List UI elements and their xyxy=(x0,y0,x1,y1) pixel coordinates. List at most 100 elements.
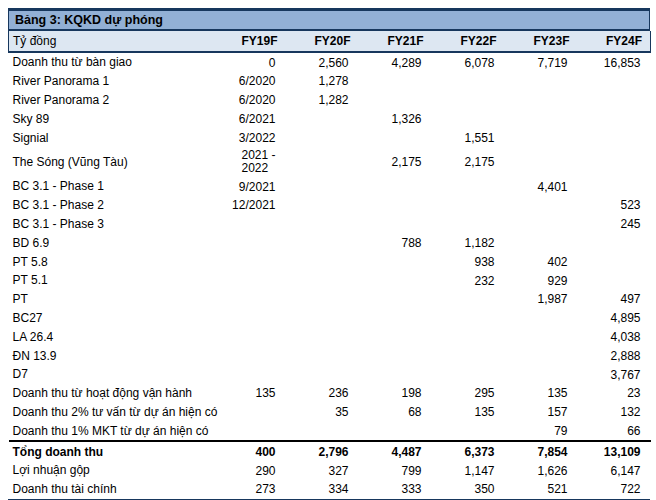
cell-value xyxy=(359,346,432,365)
cell-value xyxy=(213,252,286,271)
cell-value xyxy=(578,271,651,290)
row-label: Doanh thu từ bàn giao xyxy=(9,52,213,72)
table-title-bar: Bảng 3: KQKD dự phóng xyxy=(8,8,650,31)
cell-value xyxy=(432,365,505,384)
column-header: FY19F xyxy=(213,31,286,52)
cell-value xyxy=(359,365,432,384)
cell-value: 3,767 xyxy=(578,365,651,384)
row-label: Doanh thu tài chính xyxy=(9,480,213,499)
cell-value xyxy=(359,215,432,234)
cell-value: 135 xyxy=(505,384,578,403)
row-label: River Panorama 1 xyxy=(9,72,213,91)
cell-value xyxy=(359,252,432,271)
cell-value: 68 xyxy=(359,403,432,422)
cell-value xyxy=(359,290,432,309)
cell-value xyxy=(286,290,359,309)
cell-value: 4,038 xyxy=(578,327,651,346)
cell-value: 4,289 xyxy=(359,52,432,72)
cell-value-text: 4,038 xyxy=(610,331,640,344)
cell-value-text: 350 xyxy=(474,483,494,496)
cell-value xyxy=(359,72,432,91)
cell-value: 1,182 xyxy=(432,233,505,252)
cell-value-text: 135 xyxy=(474,406,494,419)
cell-value xyxy=(505,215,578,234)
cell-value: 400 xyxy=(213,441,286,461)
table-row: LA 26.44,038 xyxy=(9,327,651,346)
cell-value-text: 400 xyxy=(255,446,275,459)
cell-value-text: 132 xyxy=(620,406,640,419)
cell-value-text: 1,551 xyxy=(464,132,494,145)
table-row: Lợi nhuận gộp2903277991,1471,6266,147 xyxy=(9,461,651,480)
cell-value: 1,278 xyxy=(286,72,359,91)
cell-value xyxy=(359,327,432,346)
column-header: FY23F xyxy=(505,31,578,52)
cell-value: 6/2021 xyxy=(213,109,286,128)
cell-value-text: 2,796 xyxy=(318,446,348,459)
cell-value-text: 290 xyxy=(255,465,275,478)
table-row: Doanh thu từ hoạt động vận hành135236198… xyxy=(9,384,651,403)
cell-value xyxy=(286,327,359,346)
cell-value: 7,854 xyxy=(505,441,578,461)
row-label: BC 3.1 - Phase 2 xyxy=(9,196,213,215)
cell-value: 0 xyxy=(213,52,286,72)
cell-value: 2,560 xyxy=(286,52,359,72)
cell-value xyxy=(578,233,651,252)
cell-value-text: 157 xyxy=(547,406,567,419)
cell-value: 23 xyxy=(578,384,651,403)
cell-value-text: 68 xyxy=(408,406,421,419)
cell-value: 295 xyxy=(432,384,505,403)
cell-value-text: 9/2021 xyxy=(239,181,276,194)
cell-value xyxy=(432,327,505,346)
unit-label: Tỷ đồng xyxy=(9,31,213,52)
cell-value-text: 497 xyxy=(620,293,640,306)
income-statement-table: Tỷ đồng FY19FFY20FFY21FFY22FFY23FFY24F D… xyxy=(8,31,651,499)
row-label: PT 5.8 xyxy=(9,252,213,271)
cell-value xyxy=(432,421,505,441)
cell-value-text: 79 xyxy=(554,425,567,438)
table-row: PT1,987497 xyxy=(9,290,651,309)
table-row: River Panorama 1 6/2020 1,278 xyxy=(9,72,651,91)
cell-value xyxy=(432,196,505,215)
cell-value-text: 12/2021 xyxy=(232,199,275,212)
cell-value: 350 xyxy=(432,480,505,499)
cell-value xyxy=(359,421,432,441)
cell-value: 236 xyxy=(286,384,359,403)
cell-value xyxy=(505,147,578,177)
cell-value xyxy=(432,309,505,328)
cell-value xyxy=(505,196,578,215)
cell-value-text: 6,078 xyxy=(464,57,494,70)
cell-value xyxy=(286,177,359,196)
cell-value: 16,853 xyxy=(578,52,651,72)
cell-value xyxy=(286,271,359,290)
cell-value-text: 1,626 xyxy=(537,465,567,478)
cell-value-text: 0 xyxy=(269,57,276,70)
cell-value: 6,078 xyxy=(432,52,505,72)
cell-value-text: 1,147 xyxy=(464,465,494,478)
cell-value xyxy=(286,196,359,215)
cell-value xyxy=(286,109,359,128)
cell-value-text: 2,175 xyxy=(464,156,494,169)
row-label: Signial xyxy=(9,128,213,147)
cell-value: 799 xyxy=(359,461,432,480)
cell-value xyxy=(213,403,286,422)
cell-value xyxy=(286,215,359,234)
cell-value xyxy=(359,271,432,290)
cell-value xyxy=(578,128,651,147)
cell-value-text: 4,401 xyxy=(537,181,567,194)
row-label: Lợi nhuận gộp xyxy=(9,461,213,480)
cell-value-text: 6/2020 xyxy=(239,75,276,88)
cell-value xyxy=(505,128,578,147)
table-row: Tổng doanh thu4002,7964,4876,3737,85413,… xyxy=(9,441,651,461)
cell-value xyxy=(505,346,578,365)
cell-value-text: 3/2022 xyxy=(239,132,276,145)
cell-value-text: 1,278 xyxy=(318,75,348,88)
cell-value xyxy=(505,309,578,328)
row-label: ĐN 13.9 xyxy=(9,346,213,365)
cell-value xyxy=(432,177,505,196)
cell-value-text: 232 xyxy=(474,275,494,288)
cell-value xyxy=(213,309,286,328)
cell-value-text: 273 xyxy=(255,483,275,496)
cell-value-text: 333 xyxy=(401,483,421,496)
forecast-table: Bảng 3: KQKD dự phóng Tỷ đồng FY19FFY20F… xyxy=(8,8,650,500)
cell-value: 12/2021 xyxy=(213,196,286,215)
